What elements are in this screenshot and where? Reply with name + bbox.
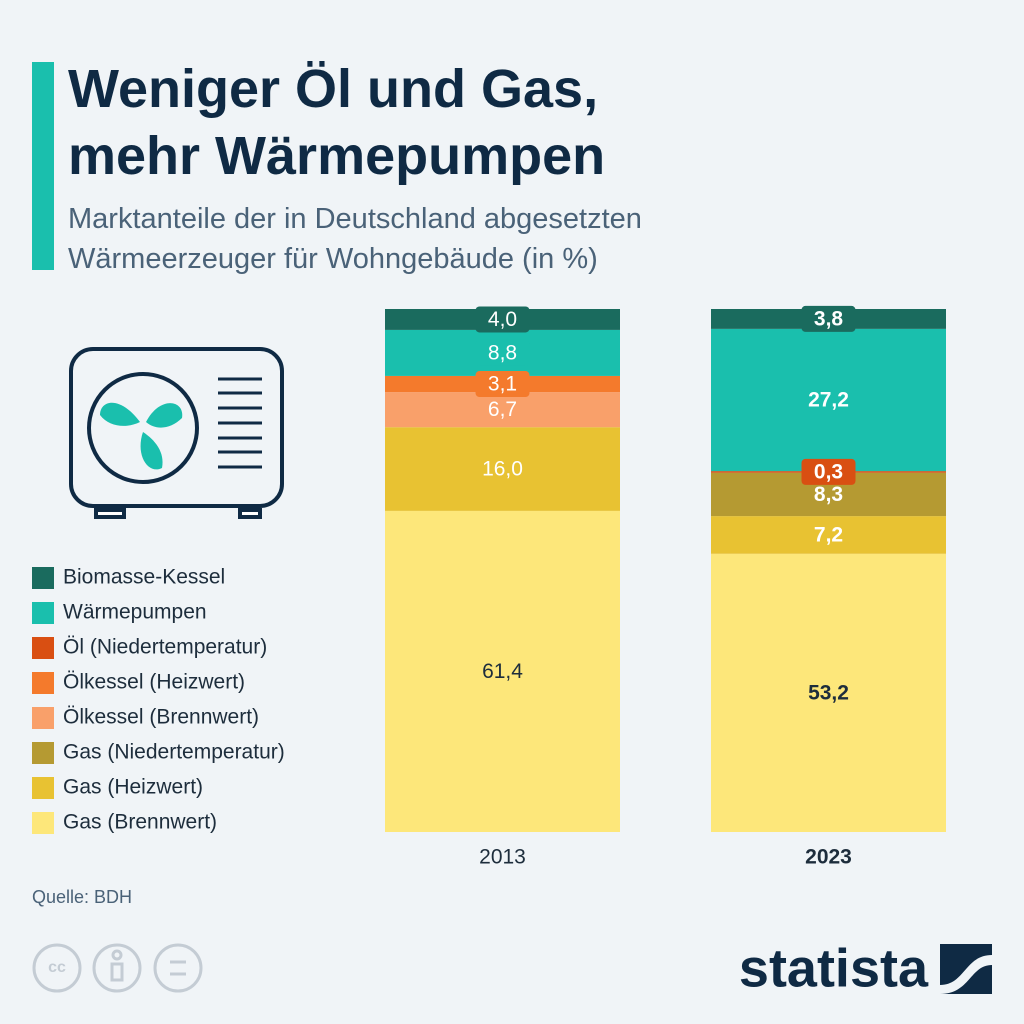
label-pill <box>475 371 530 398</box>
label-pill <box>475 339 530 366</box>
label-pill <box>801 458 856 485</box>
legend-label: Ölkessel (Heizwert) <box>63 671 245 694</box>
legend-swatch <box>32 602 54 624</box>
accent-bar <box>32 62 54 270</box>
value-label: 8,3 <box>814 483 843 506</box>
legend-label: Ölkessel (Brennwert) <box>63 706 259 729</box>
x-tick-label: 2023 <box>805 846 852 869</box>
legend-label: Gas (Niedertemperatur) <box>63 741 285 764</box>
heat-pump-icon <box>69 347 284 519</box>
label-pill <box>475 658 530 685</box>
legend-label: Gas (Brennwert) <box>63 811 217 834</box>
label-pill <box>475 306 530 333</box>
value-label: 53,2 <box>808 681 849 704</box>
legend-label: Biomasse-Kessel <box>63 566 225 589</box>
value-label: 61,4 <box>482 660 523 683</box>
value-label: 16,0 <box>482 458 523 481</box>
subtitle-line: Marktanteile der in Deutschland abgesetz… <box>68 203 642 235</box>
value-label: 6,7 <box>488 398 517 421</box>
legend-swatch <box>32 672 54 694</box>
subtitle-line: Wärmeerzeuger für Wohngebäude (in %) <box>68 243 598 275</box>
value-label: 3,8 <box>814 307 844 330</box>
legend-swatch <box>32 742 54 764</box>
label-pill <box>801 481 856 508</box>
legend-swatch <box>32 637 54 659</box>
label-pill <box>801 521 856 548</box>
legend-label: Wärmepumpen <box>63 601 207 624</box>
legend-swatch <box>32 777 54 799</box>
value-label: 8,8 <box>488 341 517 364</box>
x-tick-label: 2013 <box>479 846 526 869</box>
cc-label: cc <box>48 959 66 976</box>
source: Quelle: BDH <box>32 887 132 907</box>
label-pill <box>801 679 856 706</box>
label-pill <box>801 305 856 332</box>
brand: statista <box>739 938 929 998</box>
value-label: 0,3 <box>814 460 843 483</box>
label-pill <box>801 387 856 414</box>
value-label: 27,2 <box>808 389 849 412</box>
legend-label: Öl (Niedertemperatur) <box>63 636 267 659</box>
legend-swatch <box>32 812 54 834</box>
value-label: 3,1 <box>488 373 517 396</box>
title-line: Weniger Öl und Gas, <box>68 59 598 119</box>
label-pill <box>475 396 530 423</box>
license-icons <box>32 943 203 993</box>
value-label: 7,2 <box>814 523 843 546</box>
label-pill <box>475 456 530 483</box>
brand-logo <box>940 944 992 994</box>
legend-swatch <box>32 707 54 729</box>
value-label: 4,0 <box>488 308 517 331</box>
legend-label: Gas (Heizwert) <box>63 776 203 799</box>
legend-swatch <box>32 567 54 589</box>
title-line: mehr Wärmepumpen <box>68 126 605 186</box>
